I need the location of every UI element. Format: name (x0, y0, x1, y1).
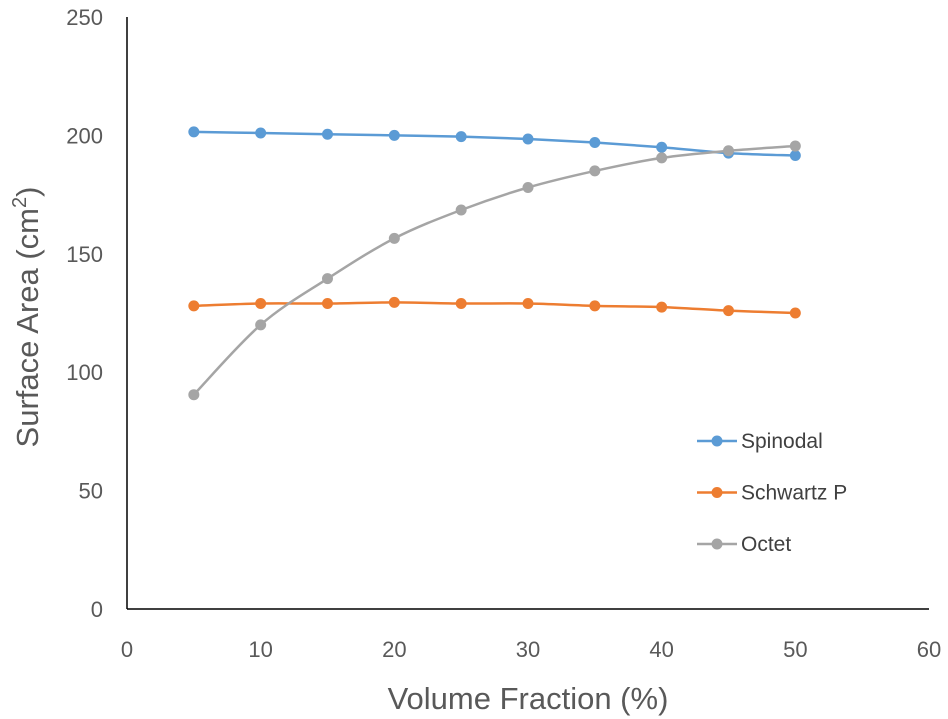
x-tick-label: 10 (248, 637, 272, 662)
data-point (255, 319, 267, 331)
y-axis-title-superscript: 2 (9, 197, 31, 208)
data-point (255, 127, 267, 139)
x-tick-label: 60 (917, 637, 941, 662)
legend-marker (711, 435, 723, 447)
legend-marker (711, 487, 723, 498)
data-point (789, 140, 801, 152)
data-point (522, 133, 534, 145)
y-tick-label: 0 (91, 597, 103, 622)
data-point (789, 307, 801, 319)
y-axis-title: Surface Area (cm2) (9, 187, 45, 448)
data-point (455, 204, 467, 216)
legend-label: Octet (741, 533, 791, 556)
data-point (589, 137, 601, 149)
series-line (192, 144, 796, 396)
data-point (589, 165, 601, 177)
data-point (322, 273, 333, 285)
axes (126, 17, 929, 610)
data-point (188, 126, 200, 138)
data-point (723, 145, 734, 157)
series-line (193, 301, 796, 315)
data-point (522, 298, 534, 310)
data-point (255, 298, 267, 310)
x-tick-label: 30 (516, 637, 540, 662)
data-point (188, 300, 200, 312)
data-point (589, 300, 601, 312)
y-tick-label: 150 (66, 242, 103, 267)
data-point (188, 389, 200, 401)
series-lines (188, 126, 801, 401)
data-point (656, 141, 668, 153)
data-point (789, 150, 801, 162)
data-point (455, 131, 467, 143)
legend: Spinodal Schwartz P Octet (697, 430, 847, 556)
legend-label: Schwartz P (741, 482, 847, 505)
data-point (322, 298, 333, 310)
x-tick-label: 20 (382, 637, 406, 662)
x-tick-label: 50 (783, 637, 807, 662)
data-point (388, 296, 400, 308)
y-tick-label: 250 (66, 5, 103, 30)
data-point (322, 128, 333, 140)
data-point (388, 232, 400, 244)
data-point (522, 181, 534, 193)
data-point (656, 152, 668, 164)
data-point (656, 301, 668, 313)
tick-labels: 0 10 20 30 40 50 60 0 50 100 150 200 250 (66, 5, 941, 662)
legend-label: Spinodal (741, 430, 823, 453)
y-tick-label: 200 (66, 123, 103, 148)
data-point (723, 305, 734, 317)
x-tick-label: 40 (649, 637, 673, 662)
y-tick-label: 100 (66, 360, 103, 385)
data-point (388, 129, 400, 141)
series-line (193, 130, 796, 157)
y-axis-title-main: Surface Area (cm (10, 208, 45, 447)
x-tick-label: 0 (121, 637, 133, 662)
y-tick-label: 50 (79, 479, 103, 504)
y-axis-title-close: ) (10, 187, 45, 197)
data-point (455, 298, 467, 310)
legend-marker (711, 538, 723, 550)
x-axis-title: Volume Fraction (%) (388, 681, 669, 716)
